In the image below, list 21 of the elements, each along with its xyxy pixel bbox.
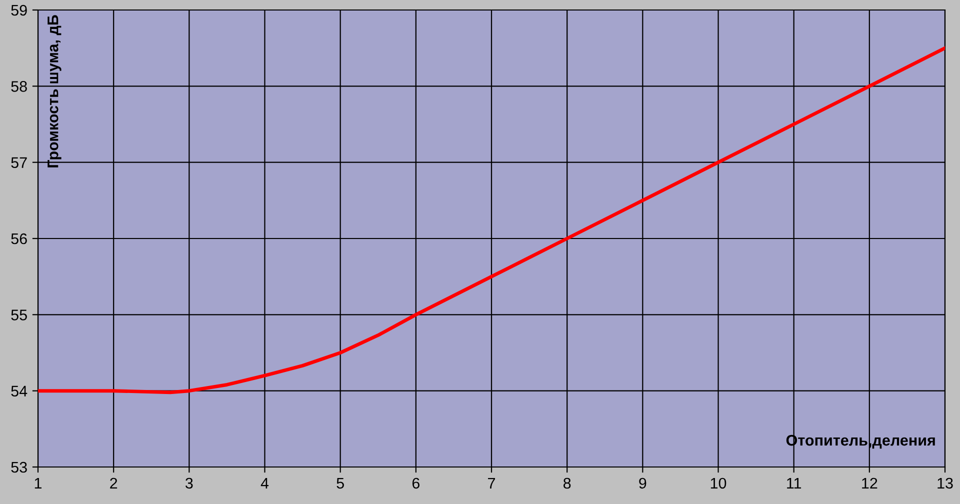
x-tick-label: 11 [787, 478, 802, 488]
x-tick-label: 6 [412, 478, 420, 489]
x-tick-label: 9 [639, 478, 646, 489]
x-tick-label: 10 [710, 478, 726, 489]
y-axis-title: Громкость шума, дБ [48, 15, 62, 168]
y-tick-label: 56 [11, 233, 27, 244]
y-tick-label: 59 [11, 4, 27, 16]
x-tick-label: 8 [564, 478, 571, 489]
y-tick-label: 55 [11, 310, 27, 320]
y-tick-label: 58 [11, 81, 27, 92]
x-tick-label: 2 [110, 478, 118, 488]
y-tick-label: 57 [11, 157, 27, 168]
x-tick-label: 1 [34, 478, 42, 488]
x-tick-label: 13 [938, 478, 953, 489]
x-tick-label: 7 [488, 478, 495, 488]
x-tick-label: 5 [336, 478, 344, 489]
y-tick-label: 54 [11, 386, 28, 397]
x-tick-label: 12 [862, 478, 878, 488]
x-tick-label: 4 [260, 478, 269, 488]
x-tick-label: 3 [186, 478, 193, 489]
y-tick-label: 53 [11, 462, 27, 473]
